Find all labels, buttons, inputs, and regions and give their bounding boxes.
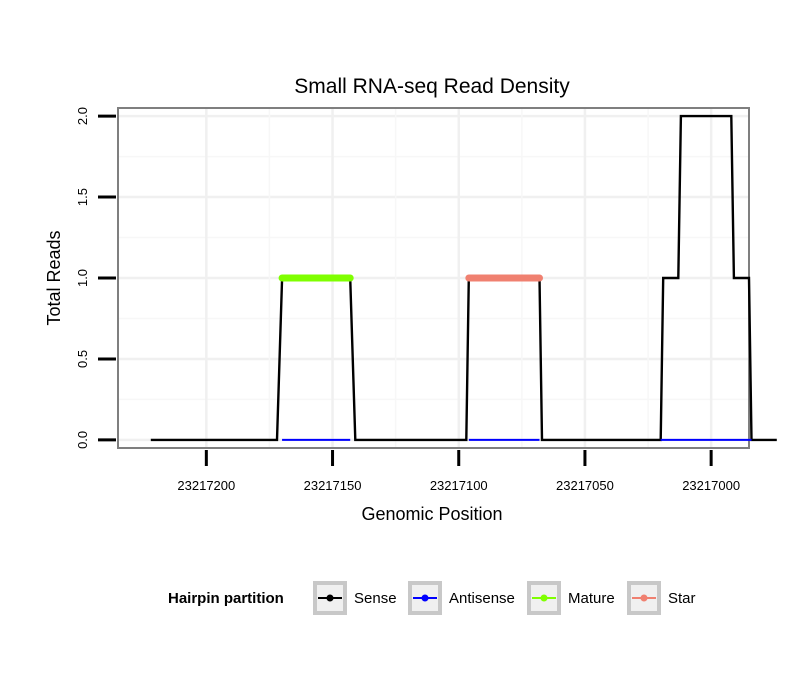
x-tick-label: 23217200 <box>177 478 235 493</box>
legend-label: Mature <box>568 590 615 607</box>
x-axis: 23217200 23217150 23217100 23217050 23217000 <box>177 450 740 493</box>
x-tick-label: 23217100 <box>430 478 488 493</box>
x-tick-label: 23217000 <box>682 478 740 493</box>
legend-label: Star <box>668 590 696 607</box>
chart-title: Small RNA-seq Read Density <box>294 75 570 98</box>
legend: Hairpin partition Sense Antisense Mature St… <box>168 581 696 615</box>
legend-item-star: Star <box>627 581 696 615</box>
y-tick-label: 1.5 <box>75 188 90 206</box>
legend-label: Antisense <box>449 590 515 607</box>
grid-lines <box>118 108 749 448</box>
x-axis-title: Genomic Position <box>361 504 502 524</box>
series-layer <box>150 114 777 442</box>
legend-key-point <box>640 594 648 602</box>
legend-item-mature: Mature <box>527 581 615 615</box>
y-tick-label: 0.5 <box>75 350 90 368</box>
legend-item-sense: Sense <box>313 581 397 615</box>
x-tick-label: 23217150 <box>304 478 362 493</box>
legend-item-antisense: Antisense <box>408 581 515 615</box>
y-axis: 0.0 0.5 1.0 1.5 2.0 <box>75 107 116 449</box>
legend-key-point <box>540 594 548 602</box>
y-tick-label: 0.0 <box>75 431 90 449</box>
y-tick-label: 2.0 <box>75 107 90 125</box>
legend-title: Hairpin partition <box>168 590 284 607</box>
x-tick-label: 23217050 <box>556 478 614 493</box>
legend-key-point <box>421 594 429 602</box>
legend-key-point <box>326 594 334 602</box>
y-axis-title: Total Reads <box>44 230 64 325</box>
legend-label: Sense <box>354 590 397 607</box>
y-tick-label: 1.0 <box>75 269 90 287</box>
